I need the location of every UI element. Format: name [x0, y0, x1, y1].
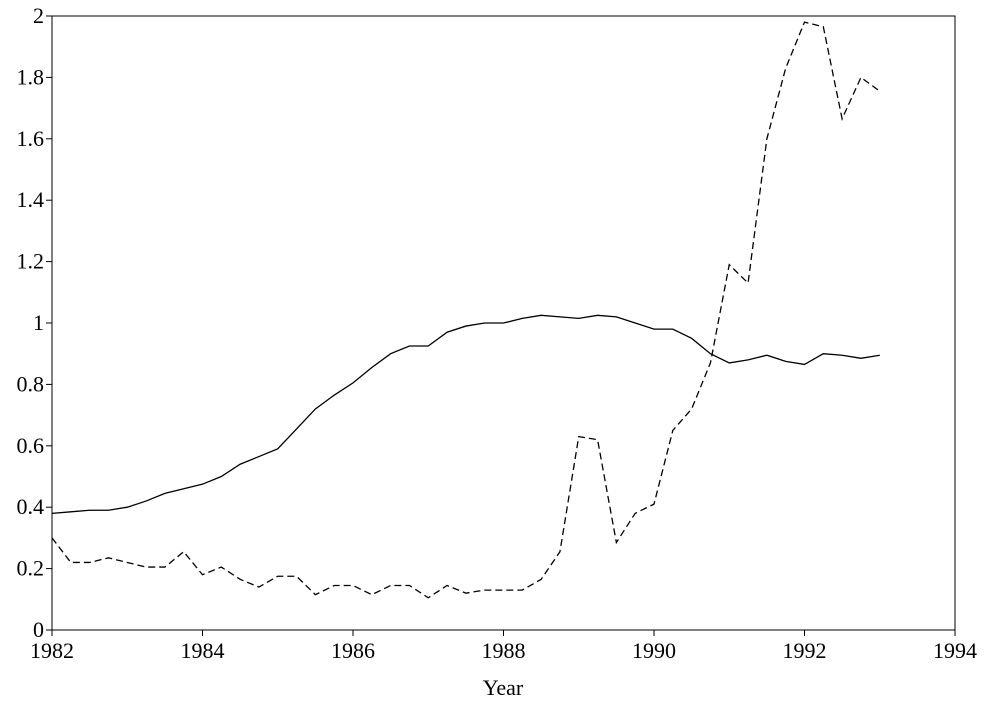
x-tick-label: 1992 — [783, 638, 827, 663]
y-tick-label: 1.6 — [17, 126, 45, 151]
y-tick-label: 1 — [33, 310, 44, 335]
y-tick-label: 1.8 — [17, 64, 45, 89]
x-tick-label: 1986 — [331, 638, 375, 663]
y-tick-label: 0.8 — [17, 371, 45, 396]
x-tick-label: 1988 — [482, 638, 526, 663]
y-tick-label: 1.4 — [17, 187, 45, 212]
x-axis-label: Year — [483, 675, 524, 700]
y-tick-label: 0.4 — [17, 494, 45, 519]
y-tick-label: 1.2 — [17, 249, 45, 274]
series-line — [51, 21, 881, 599]
y-tick-label: 0 — [33, 617, 44, 642]
y-tick-label: 0.6 — [17, 433, 45, 458]
x-tick-label: 1984 — [181, 638, 225, 663]
y-tick-label: 2 — [33, 3, 44, 28]
series-line — [51, 314, 880, 514]
x-tick-label: 1994 — [933, 638, 977, 663]
y-tick-label: 0.2 — [17, 556, 45, 581]
x-tick-label: 1990 — [632, 638, 676, 663]
x-tick-label: 1982 — [30, 638, 74, 663]
